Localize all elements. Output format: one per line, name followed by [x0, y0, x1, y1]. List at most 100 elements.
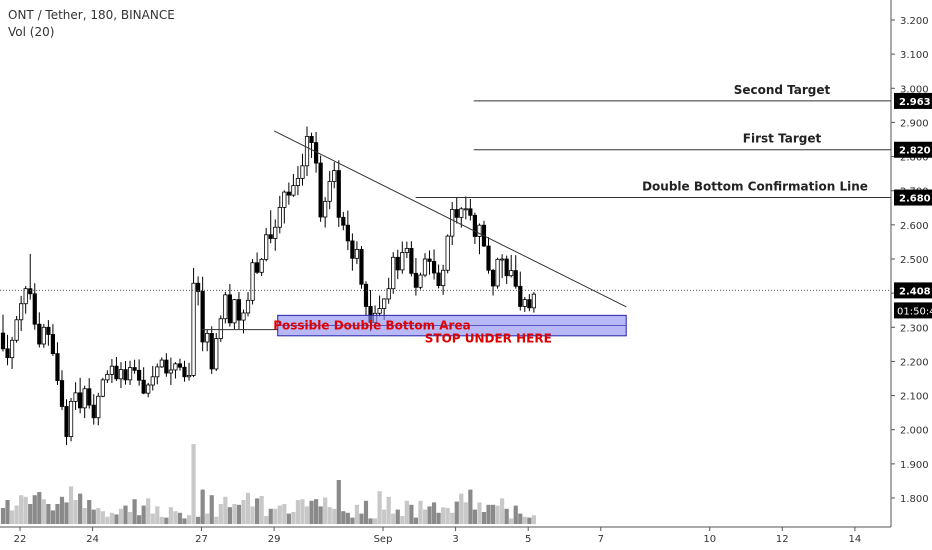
- candle-body: [191, 282, 196, 376]
- candle-body: [382, 298, 387, 309]
- volume-bar: [5, 500, 10, 524]
- candle-body: [477, 224, 482, 237]
- candle-body: [159, 359, 164, 368]
- volume-bar: [109, 512, 114, 524]
- volume-bar: [82, 508, 87, 524]
- volume-bar: [273, 508, 278, 524]
- volume-bar: [23, 496, 28, 524]
- volume-bar: [214, 516, 219, 524]
- volume-bar: [191, 444, 196, 524]
- volume-bar: [173, 511, 178, 524]
- candle-body: [214, 338, 219, 370]
- volume-bar: [332, 508, 337, 524]
- candle-body: [78, 392, 83, 409]
- candle-body: [186, 375, 192, 378]
- volume-bar: [41, 499, 46, 524]
- candle-body: [409, 248, 414, 274]
- candle-body: [200, 291, 205, 343]
- candle-body: [0, 332, 6, 350]
- price-axis-tick-label: 2.200: [900, 357, 929, 368]
- volume-bar: [454, 501, 459, 524]
- price-level-axis-tag-bg: [894, 141, 932, 158]
- volume-bar: [527, 517, 532, 524]
- volume-bar: [531, 515, 536, 524]
- candle-body: [132, 367, 137, 371]
- double-bottom-zone-label: Possible Double Bottom Area: [273, 319, 470, 333]
- volume-bar: [409, 504, 414, 524]
- volume-bar: [413, 517, 419, 524]
- candle-body: [50, 334, 56, 354]
- volume-bar: [105, 516, 110, 524]
- volume-bar: [14, 505, 19, 524]
- candle-body: [250, 262, 255, 301]
- candlesticks: [0, 126, 536, 446]
- volume-bar: [55, 504, 60, 524]
- candle-body: [359, 249, 364, 285]
- candle-body: [463, 208, 468, 211]
- volume-bar: [481, 512, 487, 524]
- candle-body: [32, 293, 37, 325]
- volume-bar: [146, 498, 151, 524]
- chart-header: ONT / Tether, 180, BINANCE Vol (20): [8, 7, 175, 41]
- candle-body: [205, 333, 210, 343]
- time-axis-tick-label: 24: [86, 534, 99, 545]
- candle-body: [531, 293, 536, 309]
- volume-bar: [0, 508, 6, 524]
- candle-body: [109, 365, 114, 375]
- candle-body: [245, 299, 251, 314]
- price-axis-tick-label: 3.000: [900, 84, 929, 95]
- volume-bar: [309, 500, 314, 524]
- volume-bar: [386, 496, 391, 524]
- candle-body: [150, 376, 155, 386]
- stop-annotation: STOP UNDER HERE: [425, 332, 552, 346]
- candle-body: [87, 388, 92, 406]
- volume-bar: [323, 497, 328, 524]
- candle-body: [291, 185, 296, 196]
- price-axis-tick-label: 2.100: [900, 392, 929, 403]
- candle-body: [59, 380, 65, 407]
- volume-bar: [477, 502, 482, 524]
- volume-bar: [509, 518, 514, 524]
- volume-bar: [463, 502, 468, 524]
- volume-bar: [500, 498, 505, 524]
- price-level-axis-tag-bg: [894, 92, 932, 109]
- candle-body: [345, 224, 350, 242]
- candle-body: [141, 379, 146, 394]
- volume-bar: [132, 499, 137, 524]
- volume-bar: [468, 489, 473, 524]
- volume-bar: [522, 516, 527, 524]
- volume-bar: [245, 492, 251, 524]
- candle-body: [341, 216, 346, 226]
- volume-bar: [227, 507, 232, 524]
- countdown-bg: [894, 302, 932, 319]
- candle-body: [254, 262, 260, 273]
- time-axis-tick-label: 10: [703, 534, 716, 545]
- price-axis-tick-label: 3.200: [900, 16, 929, 27]
- candle-body: [14, 319, 19, 341]
- price-axis-tick-label: 2.900: [900, 118, 929, 129]
- volume-bar: [37, 492, 42, 524]
- volume-bar: [295, 500, 301, 524]
- candle-body: [37, 323, 42, 345]
- candle-body: [9, 339, 15, 359]
- volume-bar: [9, 510, 15, 524]
- candle-body: [282, 191, 287, 208]
- candle-body: [395, 256, 400, 271]
- volume-bar: [286, 513, 291, 524]
- volume-bar: [445, 508, 450, 524]
- volume-bar: [137, 515, 142, 524]
- volume-bar: [441, 507, 446, 524]
- candle-body: [454, 209, 459, 218]
- volume-bar: [354, 504, 360, 524]
- candle-body: [400, 252, 405, 271]
- price-labels: 2.963 2.820 2.680 2.408 01:50:44: [894, 92, 932, 319]
- volume-bar: [196, 516, 201, 524]
- volume-bar: [336, 480, 341, 524]
- time-axis-tick-label: 29: [268, 534, 281, 545]
- candle-body: [332, 170, 337, 182]
- volume-bar: [218, 504, 223, 524]
- time-axis-tick-label: 3: [452, 534, 458, 545]
- volume-bar: [250, 506, 255, 524]
